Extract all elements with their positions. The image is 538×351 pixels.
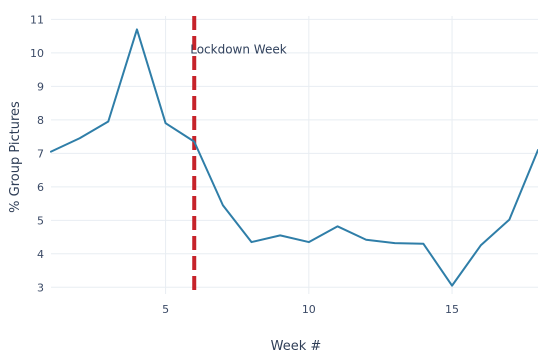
y-axis-title: % Group Pictures — [8, 101, 23, 213]
y-tick-label-5: 5 — [37, 214, 44, 227]
series-line-group-pictures — [50, 28, 538, 287]
x-axis-title: Week # — [271, 339, 322, 351]
y-tick-label-11: 11 — [30, 13, 44, 26]
y-tick-label-6: 6 — [37, 181, 44, 194]
y-tick-label-4: 4 — [37, 248, 44, 261]
tick-layer: 3 4 5 6 7 8 9 10 11 5 10 15 — [30, 13, 459, 316]
y-tick-label-10: 10 — [30, 47, 44, 60]
y-tick-label-8: 8 — [37, 114, 44, 127]
x-tick-label-5: 5 — [162, 303, 169, 316]
y-tick-label-7: 7 — [37, 147, 44, 160]
x-tick-label-15: 15 — [445, 303, 459, 316]
lockdown-week-annotation: Lockdown Week — [190, 42, 286, 56]
x-tick-label-10: 10 — [302, 303, 316, 316]
y-tick-label-9: 9 — [37, 80, 44, 93]
series-layer — [50, 28, 538, 287]
y-tick-label-3: 3 — [37, 281, 44, 294]
grid-layer — [51, 16, 538, 294]
